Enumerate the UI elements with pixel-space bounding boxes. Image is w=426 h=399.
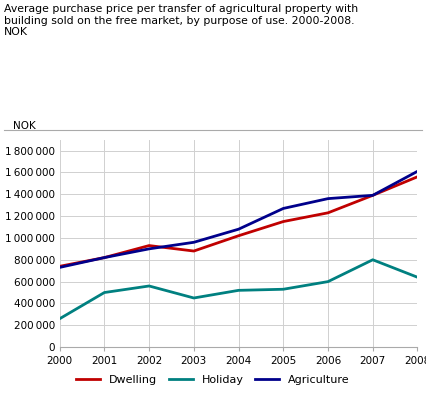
- Holiday: [281, 287, 286, 292]
- Agriculture: [281, 206, 286, 211]
- Legend: Dwelling, Holiday, Agriculture: Dwelling, Holiday, Agriculture: [72, 371, 354, 389]
- Agriculture: [370, 193, 375, 198]
- Dwelling: [415, 174, 420, 179]
- Dwelling: [281, 219, 286, 224]
- Dwelling: [370, 193, 375, 198]
- Dwelling: [57, 264, 62, 269]
- Dwelling: [191, 249, 196, 253]
- Agriculture: [236, 227, 241, 231]
- Holiday: [370, 257, 375, 262]
- Holiday: [57, 316, 62, 321]
- Holiday: [147, 284, 152, 288]
- Dwelling: [236, 233, 241, 238]
- Line: Holiday: Holiday: [60, 260, 417, 319]
- Agriculture: [325, 196, 331, 201]
- Holiday: [102, 290, 107, 295]
- Line: Agriculture: Agriculture: [60, 171, 417, 267]
- Text: NOK: NOK: [13, 121, 36, 131]
- Dwelling: [325, 210, 331, 215]
- Agriculture: [102, 255, 107, 260]
- Dwelling: [102, 255, 107, 260]
- Line: Dwelling: Dwelling: [60, 177, 417, 266]
- Holiday: [415, 275, 420, 280]
- Agriculture: [147, 247, 152, 251]
- Agriculture: [191, 240, 196, 245]
- Holiday: [325, 279, 331, 284]
- Holiday: [191, 296, 196, 300]
- Agriculture: [415, 169, 420, 174]
- Text: Average purchase price per transfer of agricultural property with
building sold : Average purchase price per transfer of a…: [4, 4, 358, 37]
- Holiday: [236, 288, 241, 293]
- Agriculture: [57, 265, 62, 270]
- Dwelling: [147, 243, 152, 248]
